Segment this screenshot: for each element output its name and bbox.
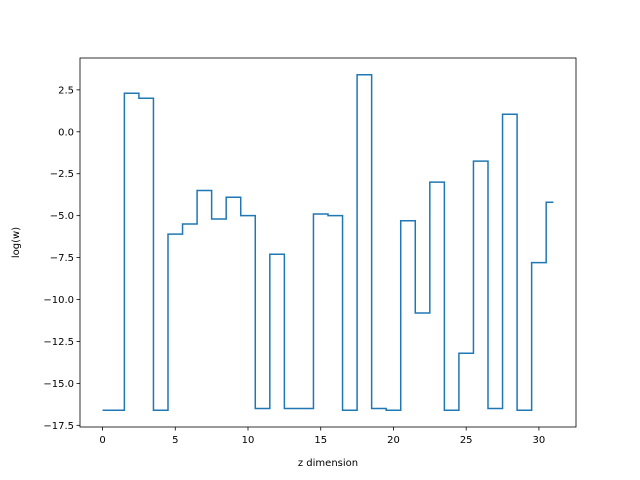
x-tick-label: 0 (99, 435, 105, 446)
x-axis-label: z dimension (298, 458, 358, 469)
x-tick-label: 20 (387, 435, 400, 446)
x-tick-label: 10 (242, 435, 255, 446)
y-tick-label: −17.5 (43, 421, 74, 432)
y-tick-label: 0.0 (58, 127, 74, 138)
y-tick-label: −12.5 (43, 337, 74, 348)
y-tick-label: −15.0 (43, 379, 74, 390)
y-tick-label: −5.0 (50, 211, 74, 222)
x-axis-ticks: 0 5 10 15 20 25 30 (99, 427, 545, 446)
y-tick-label: −2.5 (50, 169, 74, 180)
x-tick-label: 5 (172, 435, 178, 446)
x-tick-label: 15 (314, 435, 327, 446)
y-tick-label: 2.5 (58, 85, 74, 96)
x-tick-label: 30 (533, 435, 546, 446)
y-axis-ticks: 2.5 0.0 −2.5 −5.0 −7.5 −10.0 −12.5 −15.0 −17.5 (43, 85, 80, 432)
x-tick-label: 25 (460, 435, 473, 446)
axes-frame (79, 57, 577, 428)
plot-area (102, 74, 554, 411)
series-line-0 (102, 74, 554, 411)
y-tick-label: −7.5 (50, 253, 74, 264)
y-axis-label: log(w) (11, 227, 22, 258)
y-tick-label: −10.0 (43, 295, 74, 306)
